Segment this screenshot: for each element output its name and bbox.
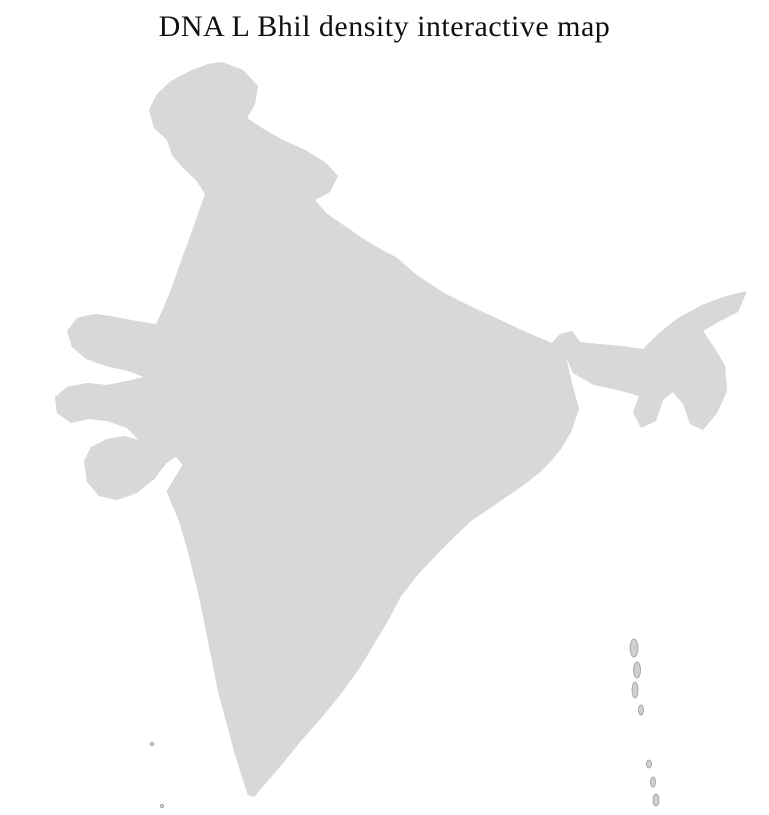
andaman-island[interactable] (629, 638, 639, 658)
andaman-island[interactable] (633, 661, 641, 679)
island-group (149, 638, 660, 809)
lakshadweep-island[interactable] (149, 742, 154, 747)
lakshadweep-island[interactable] (159, 804, 164, 809)
nicobar-island[interactable] (646, 759, 652, 769)
nicobar-island[interactable] (652, 793, 660, 807)
andaman-island[interactable] (631, 681, 639, 699)
india-outline (54, 61, 748, 798)
density-region-low[interactable] (617, 326, 641, 348)
andaman-island[interactable] (638, 704, 644, 716)
page-title: DNA L Bhil density interactive map (158, 10, 611, 43)
nicobar-island[interactable] (650, 776, 656, 788)
